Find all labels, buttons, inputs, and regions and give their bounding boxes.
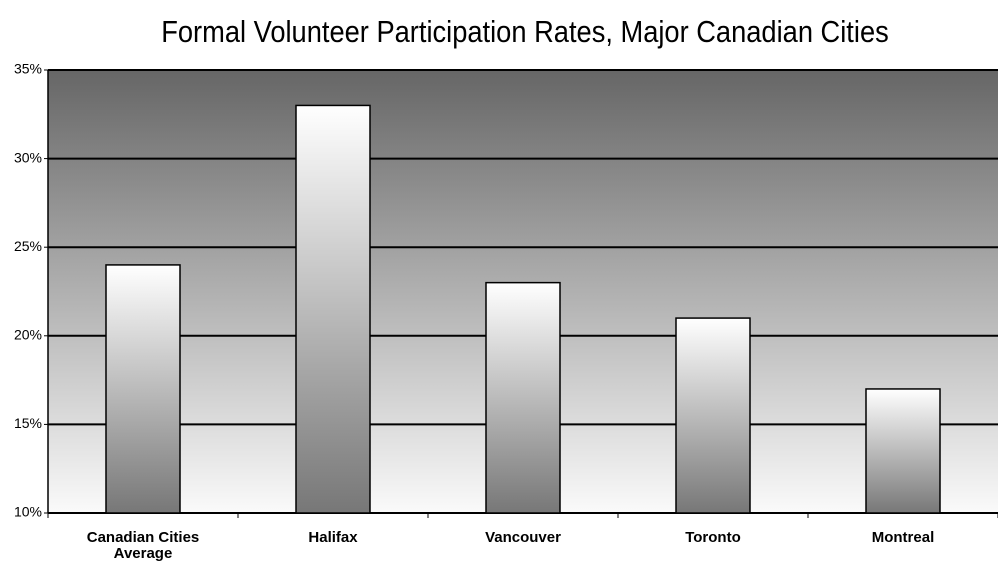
y-tick-label: 30% [14,149,42,165]
x-tick-label: Canadian Cities Average [86,529,200,562]
bar [105,264,181,514]
y-tick-label: 10% [14,504,42,520]
bar [295,104,371,514]
y-tick-label: 25% [14,238,42,254]
bar [485,281,561,514]
chart-title: Formal Volunteer Participation Rates, Ma… [161,16,889,50]
x-tick-label: Vancouver [485,529,561,546]
x-tick-label: Montreal [871,529,935,546]
bar [675,317,751,514]
bar [865,388,941,514]
y-tick-label: 20% [14,327,42,343]
y-tick-label: 15% [14,415,42,431]
x-tick-label: Halifax [308,529,358,546]
y-tick-label: 35% [14,61,42,77]
x-tick-label: Toronto [685,529,741,546]
